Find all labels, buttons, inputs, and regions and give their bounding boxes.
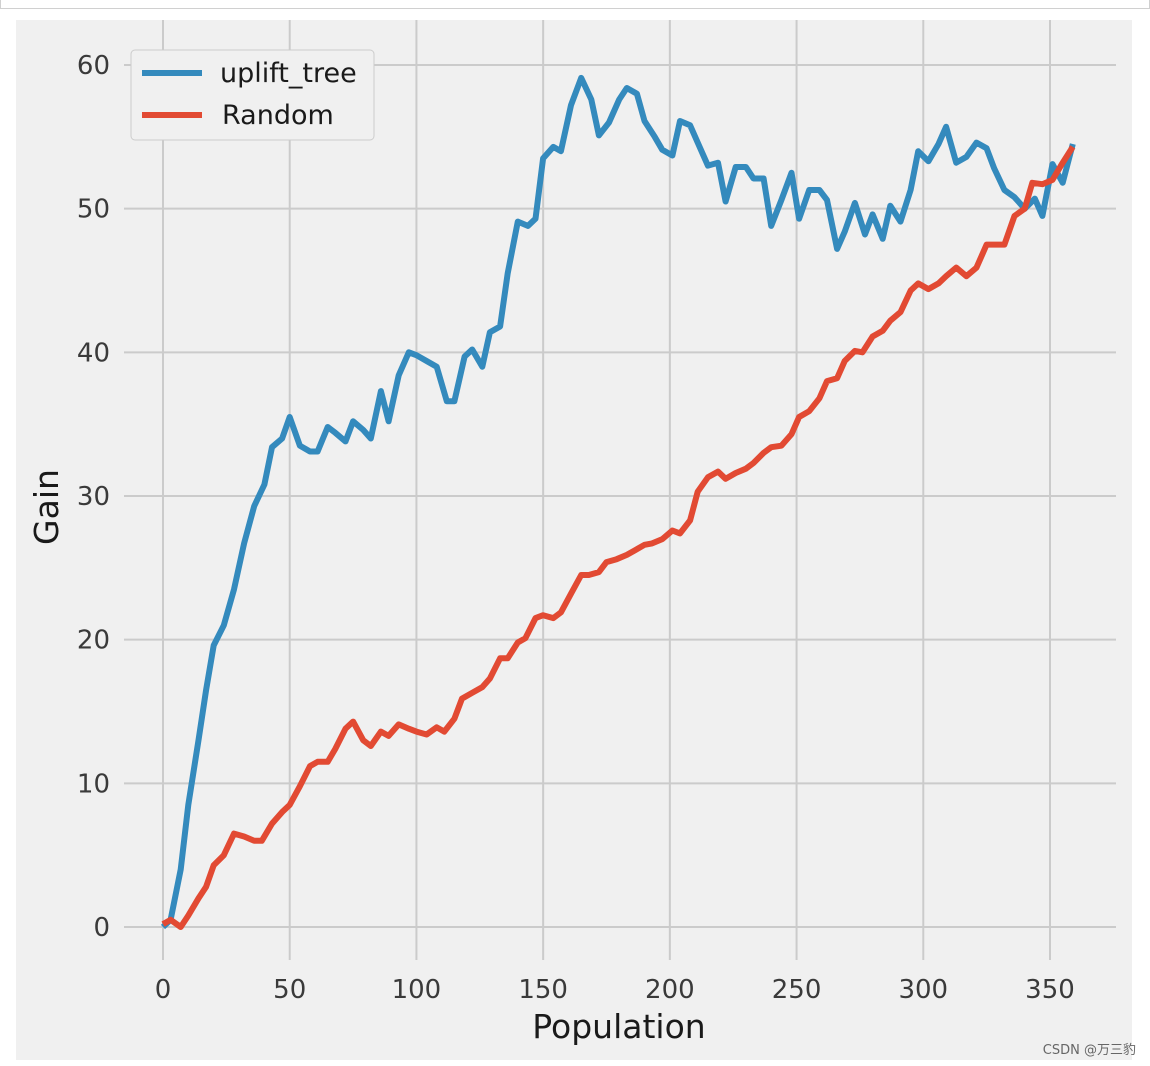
series-layer	[160, 74, 1076, 930]
x-tick-label: 250	[772, 975, 822, 1005]
grid-lines	[124, 20, 1116, 960]
y-tick-label: 50	[77, 195, 110, 225]
line-chart: 0 50 100 150 200 250 300 350 0 10 20 30 40 50 60 Popul…	[27, 20, 1116, 1046]
chart-figure: 0 50 100 150 200 250 300 350 0 10 20 30 40 50 60 Popul…	[16, 20, 1132, 1060]
x-tick-label: 200	[645, 975, 695, 1005]
legend: uplift_tree Random	[130, 49, 375, 141]
legend-label-uplift-tree: uplift_tree	[220, 58, 357, 89]
series-line-random	[161, 145, 1076, 930]
x-tick-label: 0	[155, 975, 172, 1005]
series-line-uplift-tree	[160, 74, 1076, 930]
window-top-bar	[0, 0, 1150, 9]
y-tick-label: 20	[77, 626, 110, 656]
x-tick-label: 100	[392, 975, 442, 1005]
y-tick-label: 30	[77, 482, 110, 512]
y-tick-label: 60	[77, 51, 110, 81]
tick-labels: 0 50 100 150 200 250 300 350 0 10 20 30 40 50 60	[77, 51, 1075, 1005]
watermark: CSDN @万三豹	[1042, 1043, 1136, 1058]
x-tick-label: 300	[898, 975, 948, 1005]
x-tick-label: 50	[273, 975, 306, 1005]
x-tick-label: 150	[518, 975, 568, 1005]
legend-label-random: Random	[222, 100, 334, 131]
x-tick-label: 350	[1025, 975, 1075, 1005]
x-axis-label: Population	[532, 1007, 705, 1046]
y-tick-label: 0	[93, 913, 110, 943]
y-tick-label: 40	[77, 338, 110, 368]
y-axis-label: Gain	[27, 469, 66, 545]
y-tick-label: 10	[77, 769, 110, 799]
